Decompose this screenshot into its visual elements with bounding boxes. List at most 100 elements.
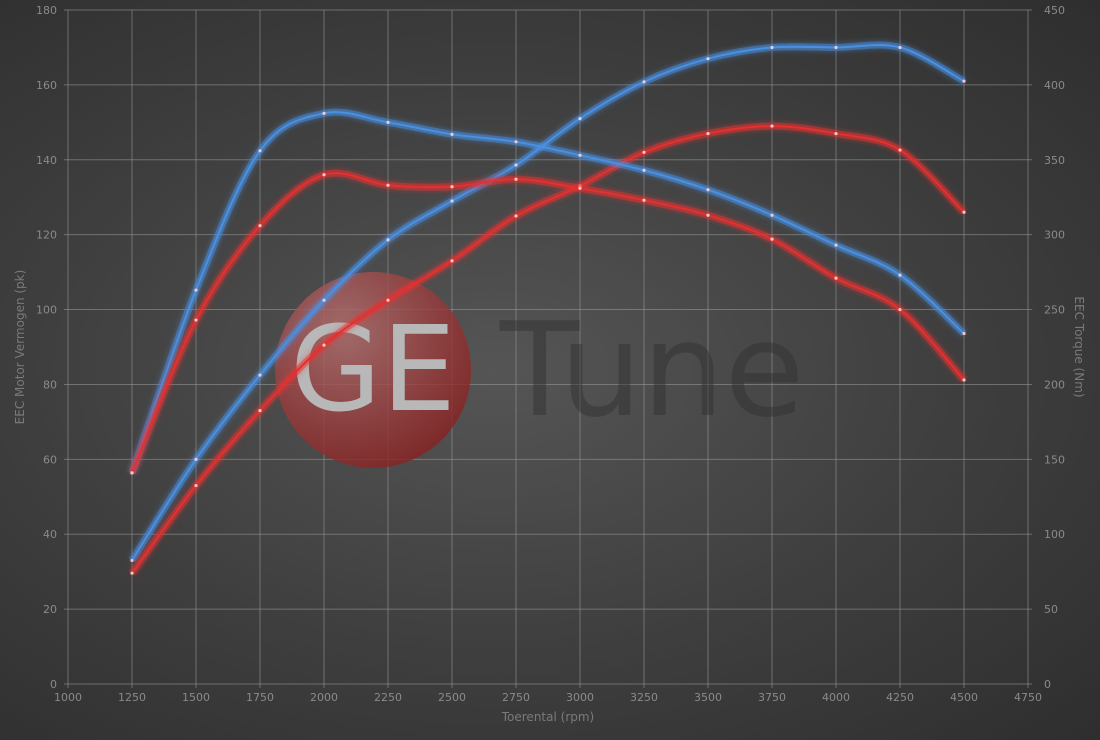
- data-point: [514, 214, 518, 218]
- y2-tick-label: 250: [1044, 304, 1065, 317]
- data-point: [386, 120, 390, 124]
- data-point: [130, 558, 134, 563]
- series-3: [128, 169, 967, 475]
- logo-text: Tune: [499, 294, 804, 446]
- data-point: [706, 131, 710, 136]
- x-tick-label: 1000: [54, 691, 82, 704]
- y2-tick-label: 0: [1044, 678, 1051, 691]
- series-line: [131, 43, 965, 561]
- x-axis-label: Toerental (rpm): [501, 710, 594, 724]
- series-1: [129, 122, 967, 576]
- data-point: [194, 288, 198, 292]
- data-point: [322, 173, 326, 177]
- data-point: [706, 57, 710, 61]
- data-point: [514, 177, 518, 181]
- y2-tick-label: 100: [1044, 528, 1065, 541]
- data-point: [386, 238, 390, 242]
- data-point: [322, 111, 326, 115]
- y-tick-label: 20: [43, 603, 57, 616]
- x-tick-label: 2000: [310, 691, 338, 704]
- y-tick-label: 180: [36, 4, 57, 17]
- data-point: [770, 45, 774, 50]
- data-point: [450, 259, 454, 263]
- data-point: [450, 199, 454, 203]
- series-line: [131, 172, 965, 474]
- data-point: [322, 343, 326, 347]
- x-tick-label: 4000: [822, 691, 850, 704]
- x-tick-label: 1500: [182, 691, 210, 704]
- x-tick-label: 4500: [950, 691, 978, 704]
- watermark-logo: GE Tune: [275, 272, 804, 468]
- data-point: [898, 148, 902, 152]
- data-point: [194, 483, 198, 488]
- data-point: [770, 237, 774, 241]
- x-tick-label: 3500: [694, 691, 722, 704]
- data-point: [770, 124, 774, 128]
- x-tick-label: 2500: [438, 691, 466, 704]
- data-point: [962, 210, 966, 214]
- y-tick-label: 160: [36, 79, 57, 92]
- y-tick-label: 140: [36, 154, 57, 167]
- data-point: [450, 185, 454, 189]
- series-line: [131, 111, 965, 474]
- logo-letters: GE: [290, 300, 456, 438]
- x-tick-label: 2250: [374, 691, 402, 704]
- y2-tick-label: 150: [1044, 453, 1065, 466]
- data-point: [258, 224, 262, 228]
- data-point: [194, 318, 198, 322]
- data-point: [514, 163, 518, 167]
- data-point: [194, 457, 198, 461]
- y-tick-label: 80: [43, 378, 57, 391]
- series-2: [128, 108, 967, 475]
- data-point: [386, 183, 390, 187]
- logo-circle: [275, 272, 471, 468]
- data-point: [898, 307, 902, 312]
- x-tick-label: 1750: [246, 691, 274, 704]
- y2-tick-label: 400: [1044, 79, 1065, 92]
- x-tick-label: 3750: [758, 691, 786, 704]
- data-point: [578, 116, 582, 121]
- data-point: [514, 140, 518, 144]
- x-tick-label: 2750: [502, 691, 530, 704]
- x-tick-label: 4250: [886, 691, 914, 704]
- data-point: [130, 571, 134, 575]
- data-point: [130, 471, 134, 475]
- data-point: [642, 150, 646, 154]
- y2-tick-label: 300: [1044, 229, 1065, 242]
- data-point: [578, 186, 582, 190]
- data-point: [258, 409, 262, 413]
- data-point: [258, 373, 262, 377]
- y-tick-label: 40: [43, 528, 57, 541]
- data-point: [898, 273, 902, 277]
- data-point: [706, 213, 710, 217]
- data-point: [962, 79, 966, 83]
- data-point: [386, 298, 390, 302]
- x-tick-label: 1250: [118, 691, 146, 704]
- series-0: [129, 41, 966, 563]
- data-point: [834, 276, 838, 280]
- data-point: [578, 153, 582, 157]
- data-point: [834, 45, 838, 50]
- data-point: [834, 131, 838, 136]
- y-tick-label: 0: [50, 678, 57, 691]
- data-point: [834, 243, 838, 247]
- y2-tick-label: 50: [1044, 603, 1058, 616]
- x-tick-label: 3000: [566, 691, 594, 704]
- y2-tick-label: 350: [1044, 154, 1065, 167]
- data-point: [962, 378, 966, 382]
- data-point: [898, 45, 902, 50]
- y-axis-label: EEC Motor Vermogen (pk): [13, 270, 27, 425]
- data-point: [706, 188, 710, 192]
- y2-tick-label: 200: [1044, 378, 1065, 391]
- y-tick-label: 100: [36, 304, 57, 317]
- data-point: [770, 213, 774, 217]
- data-point: [642, 168, 646, 172]
- data-point: [450, 132, 454, 136]
- data-point: [642, 198, 646, 202]
- data-point: [962, 331, 966, 336]
- data-point: [642, 80, 646, 84]
- data-point: [258, 149, 262, 153]
- y2-axis-label: EEC Torque (Nm): [1072, 296, 1086, 397]
- y-tick-label: 60: [43, 453, 57, 466]
